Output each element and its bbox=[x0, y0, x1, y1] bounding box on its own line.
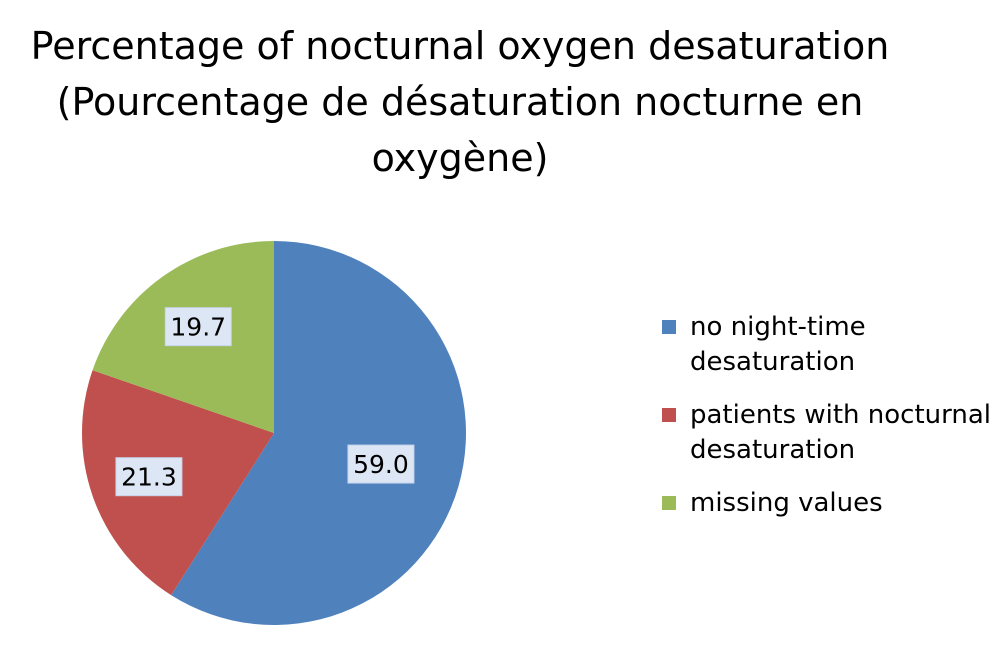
legend-label-no-desaturation-line-1: no night-time bbox=[690, 312, 866, 342]
legend-label-no-desaturation-line-2: desaturation bbox=[690, 347, 856, 377]
legend-item-missing-values: missing values bbox=[662, 486, 992, 521]
data-label-box-nocturnal-desaturation bbox=[115, 457, 183, 497]
data-label-box-missing-values bbox=[164, 307, 232, 347]
legend-swatch-nocturnal-desaturation bbox=[662, 408, 676, 422]
legend-swatch-no-desaturation bbox=[662, 320, 676, 334]
data-label-nocturnal-desaturation: 21.3 bbox=[115, 457, 183, 497]
legend-swatch-missing-values bbox=[662, 496, 676, 510]
chart-title-line-1: Percentage of nocturnal oxygen desaturat… bbox=[30, 24, 890, 68]
data-label-text-nocturnal-desaturation: 21.3 bbox=[121, 463, 177, 492]
data-label-text-missing-values: 19.7 bbox=[170, 313, 226, 342]
data-label-box-no-desaturation bbox=[347, 444, 415, 484]
data-label-no-desaturation: 59.0 bbox=[347, 444, 415, 484]
legend: no night-time desaturation patients with… bbox=[662, 310, 992, 539]
legend-item-nocturnal-desaturation: patients with nocturnal desaturation bbox=[662, 398, 992, 468]
legend-label-nocturnal-desaturation-line-1: patients with nocturnal bbox=[690, 400, 991, 430]
legend-item-no-desaturation: no night-time desaturation bbox=[662, 310, 992, 380]
data-label-text-no-desaturation: 59.0 bbox=[353, 450, 409, 479]
chart-title: Percentage of nocturnal oxygen desaturat… bbox=[20, 18, 900, 186]
pie-slice-no-desaturation bbox=[171, 241, 466, 625]
legend-label-missing-values: missing values bbox=[690, 488, 883, 518]
legend-label-nocturnal-desaturation-line-2: desaturation bbox=[690, 435, 856, 465]
chart-title-line-3: oxygène) bbox=[371, 136, 549, 180]
chart-title-line-2: (Pourcentage de désaturation nocturne en bbox=[56, 80, 864, 124]
data-label-missing-values: 19.7 bbox=[164, 307, 232, 347]
